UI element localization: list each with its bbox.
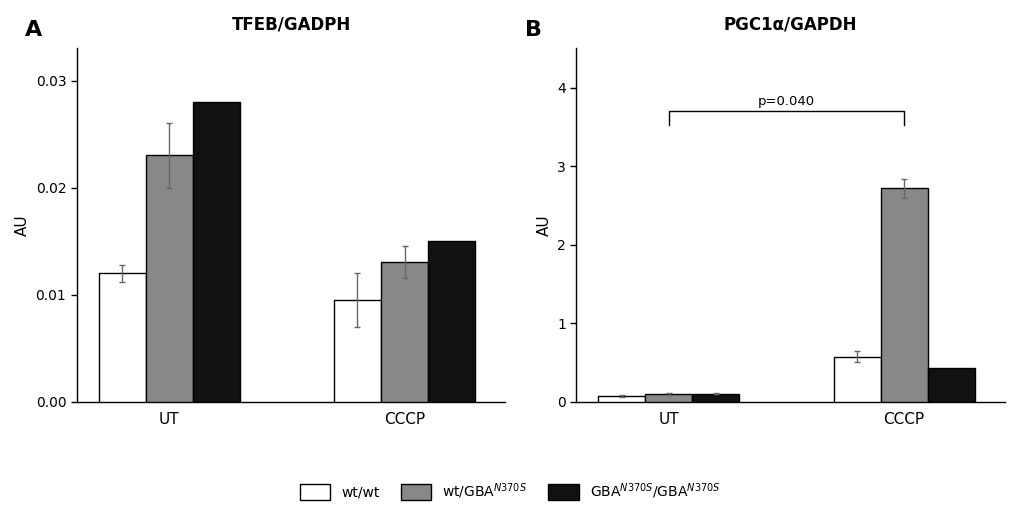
Bar: [645, 394, 692, 401]
Bar: [193, 102, 239, 401]
Text: p=0.040: p=0.040: [757, 94, 814, 108]
Bar: [99, 273, 146, 401]
Bar: [381, 263, 428, 401]
Bar: [692, 394, 739, 401]
Y-axis label: AU: AU: [536, 214, 551, 236]
Legend: wt/wt, wt/GBA$^{N370S}$, GBA$^{N370S}$/GBA$^{N370S}$: wt/wt, wt/GBA$^{N370S}$, GBA$^{N370S}$/G…: [300, 482, 719, 501]
Bar: [597, 396, 645, 401]
Bar: [146, 155, 193, 401]
Title: TFEB/GADPH: TFEB/GADPH: [231, 15, 351, 33]
Bar: [879, 188, 926, 401]
Text: A: A: [25, 20, 43, 40]
Bar: [428, 241, 475, 401]
Title: PGC1α/GAPDH: PGC1α/GAPDH: [723, 15, 857, 33]
Bar: [926, 368, 974, 401]
Text: B: B: [525, 20, 541, 40]
Bar: [833, 357, 879, 401]
Bar: [333, 300, 381, 401]
Y-axis label: AU: AU: [15, 214, 30, 236]
